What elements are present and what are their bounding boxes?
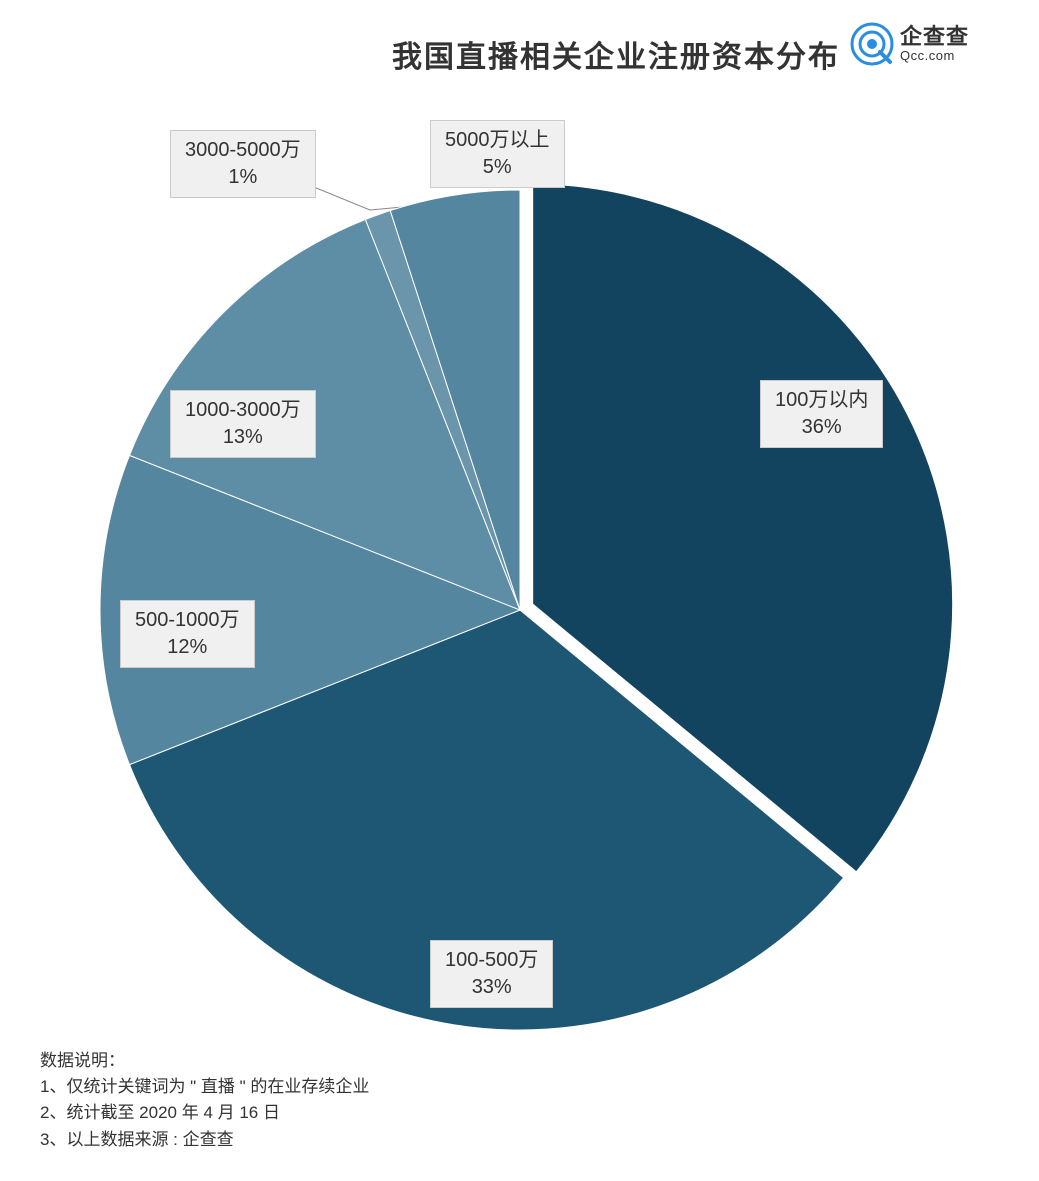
notes-item: 2、统计截至 2020 年 4 月 16 日 (40, 1100, 369, 1126)
slice-label-name: 100-500万 (445, 947, 538, 974)
slice-label: 5000万以上5% (430, 120, 565, 188)
slice-label-pct: 1% (185, 164, 301, 191)
logo-text-cn: 企查查 (900, 25, 969, 49)
slice-label-pct: 5% (445, 154, 550, 181)
data-notes: 数据说明： 1、仅统计关键词为 " 直播 " 的在业存续企业 2、统计截至 20… (40, 1048, 369, 1153)
notes-heading: 数据说明： (40, 1048, 369, 1074)
slice-label: 500-1000万12% (120, 600, 255, 668)
slice-label-name: 500-1000万 (135, 607, 240, 634)
qcc-logo-icon (850, 22, 894, 66)
slice-label-pct: 12% (135, 634, 240, 661)
slice-label-pct: 33% (445, 974, 538, 1001)
notes-item: 1、仅统计关键词为 " 直播 " 的在业存续企业 (40, 1074, 369, 1100)
slice-label-name: 1000-3000万 (185, 397, 301, 424)
slice-label: 100万以内36% (760, 380, 883, 448)
slice-label-pct: 36% (775, 414, 868, 441)
slice-label-pct: 13% (185, 424, 301, 451)
slice-label-name: 3000-5000万 (185, 137, 301, 164)
logo-text-en: Qcc.com (900, 49, 969, 63)
slice-label-name: 100万以内 (775, 387, 868, 414)
slice-label-name: 5000万以上 (445, 127, 550, 154)
pie-chart: 100万以内36% 100-500万33% 500-1000万12% 1000-300… (0, 110, 1039, 1070)
chart-title: 我国直播相关企业注册资本分布 (0, 32, 840, 76)
source-logo: 企查查 Qcc.com (850, 22, 969, 66)
pie-svg (0, 110, 1039, 1070)
slice-label: 1000-3000万13% (170, 390, 316, 458)
slice-label: 100-500万33% (430, 940, 553, 1008)
slice-label: 3000-5000万1% (170, 130, 316, 198)
notes-item: 3、以上数据来源 : 企查查 (40, 1127, 369, 1153)
